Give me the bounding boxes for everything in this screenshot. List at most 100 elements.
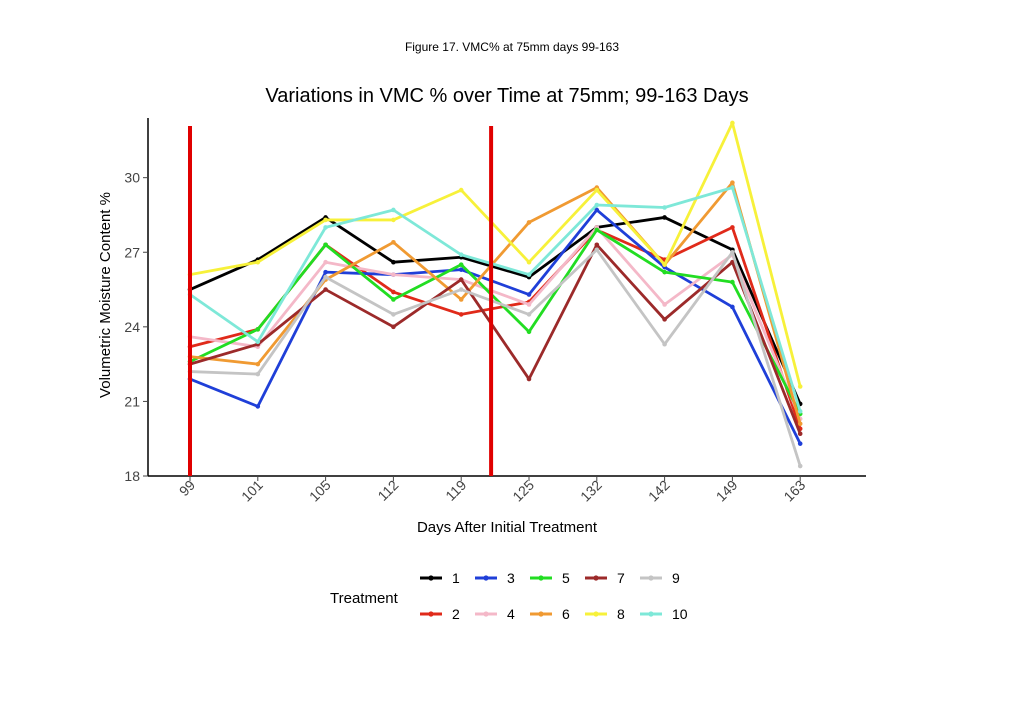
- data-point-9: [323, 274, 328, 280]
- data-point-4: [662, 302, 667, 307]
- data-point-9: [391, 312, 396, 317]
- data-point-5: [323, 242, 328, 248]
- x-tick-label: 142: [645, 477, 673, 505]
- data-point-4: [391, 272, 396, 277]
- data-point-2: [458, 312, 464, 317]
- legend-key-point: [538, 575, 544, 581]
- data-point-10: [594, 202, 600, 208]
- legend-label: 5: [562, 570, 570, 586]
- data-point-4: [323, 259, 328, 265]
- data-point-3: [797, 441, 803, 446]
- x-tick-label: 99: [176, 477, 198, 499]
- data-point-1: [391, 259, 396, 265]
- data-point-8: [391, 217, 396, 223]
- series-line-10: [189, 186, 802, 412]
- series-line-8: [189, 121, 802, 387]
- data-point-10: [730, 185, 735, 190]
- data-point-7: [594, 242, 600, 248]
- data-point-7: [526, 376, 532, 382]
- data-point-8: [323, 217, 328, 223]
- legend-label: 9: [672, 570, 680, 586]
- data-point-7: [391, 324, 396, 330]
- x-axis-title: Days After Initial Treatment: [417, 519, 598, 536]
- x-tick-label: 125: [509, 477, 537, 505]
- figure-caption: Figure 17. VMC% at 75mm days 99-163: [404, 40, 620, 54]
- data-point-10: [255, 339, 261, 345]
- data-point-9: [594, 247, 600, 253]
- legend-key-point: [428, 575, 434, 581]
- y-tick-label: 21: [124, 393, 140, 409]
- data-point-3: [323, 269, 328, 275]
- data-point-9: [662, 341, 667, 347]
- legend-label: 10: [672, 606, 688, 622]
- data-point-8: [526, 259, 532, 265]
- data-point-10: [797, 409, 803, 414]
- data-point-10: [391, 207, 396, 213]
- series-line-5: [189, 228, 802, 415]
- data-point-6: [458, 297, 464, 302]
- legend-key-point: [538, 611, 544, 617]
- data-point-8: [255, 259, 261, 265]
- data-point-9: [797, 463, 803, 469]
- data-point-2: [730, 225, 735, 230]
- data-point-5: [526, 329, 532, 335]
- data-point-9: [255, 371, 261, 377]
- data-point-8: [458, 187, 464, 193]
- x-tick-label: 163: [780, 477, 808, 505]
- legend-label: 3: [507, 570, 515, 586]
- data-point-5: [458, 262, 464, 267]
- data-point-3: [594, 207, 600, 213]
- data-point-1: [662, 215, 667, 220]
- series-line-4: [189, 225, 802, 420]
- data-point-8: [594, 187, 600, 193]
- legend-label: 7: [617, 570, 625, 586]
- plot-area: 18 21 24 27 30 99 101 105 112 119 125 132 142 149 163: [124, 118, 866, 505]
- legend-key-point: [593, 611, 599, 617]
- x-tick-label: 105: [306, 477, 334, 505]
- series-line-6: [189, 181, 802, 425]
- data-point-6: [255, 361, 261, 367]
- data-point-5: [730, 279, 735, 285]
- data-point-10: [458, 252, 464, 258]
- x-tick-label: 149: [713, 477, 741, 505]
- legend-label: 6: [562, 606, 570, 622]
- data-point-5: [255, 327, 261, 332]
- data-point-7: [458, 277, 464, 282]
- data-point-2: [391, 289, 396, 295]
- legend: Treatment 1 2 3 4 5 6 7 8 9 10: [330, 570, 688, 622]
- data-point-6: [526, 220, 532, 225]
- chart-title: Variations in VMC % over Time at 75mm; 9…: [265, 85, 748, 107]
- legend-key-point: [483, 611, 489, 617]
- data-point-9: [526, 312, 532, 317]
- data-point-4: [526, 302, 532, 307]
- data-point-3: [730, 304, 735, 310]
- data-point-3: [255, 404, 261, 409]
- series-line-9: [189, 248, 802, 467]
- data-point-10: [323, 225, 328, 230]
- data-point-8: [662, 262, 667, 267]
- legend-key-point: [428, 611, 434, 617]
- data-point-6: [391, 240, 396, 245]
- data-point-9: [730, 249, 735, 255]
- y-tick-label: 24: [124, 319, 140, 335]
- data-point-8: [730, 120, 735, 126]
- data-point-9: [458, 287, 464, 292]
- data-point-6: [730, 180, 735, 185]
- legend-key-point: [648, 611, 654, 617]
- y-tick-label: 27: [124, 244, 140, 260]
- legend-label: 2: [452, 606, 460, 622]
- y-axis-title: Volumetric Moisture Content %: [97, 192, 114, 398]
- data-point-8: [797, 384, 803, 389]
- legend-label: 8: [617, 606, 625, 622]
- data-point-3: [458, 267, 464, 272]
- x-tick-label: 112: [374, 477, 401, 504]
- data-point-7: [662, 317, 667, 322]
- legend-key-point: [593, 575, 599, 581]
- series-line-1: [189, 216, 802, 405]
- data-point-7: [797, 431, 803, 437]
- data-point-10: [662, 205, 667, 210]
- data-point-5: [594, 227, 600, 233]
- legend-label: 4: [507, 606, 515, 622]
- series-line-3: [189, 208, 802, 445]
